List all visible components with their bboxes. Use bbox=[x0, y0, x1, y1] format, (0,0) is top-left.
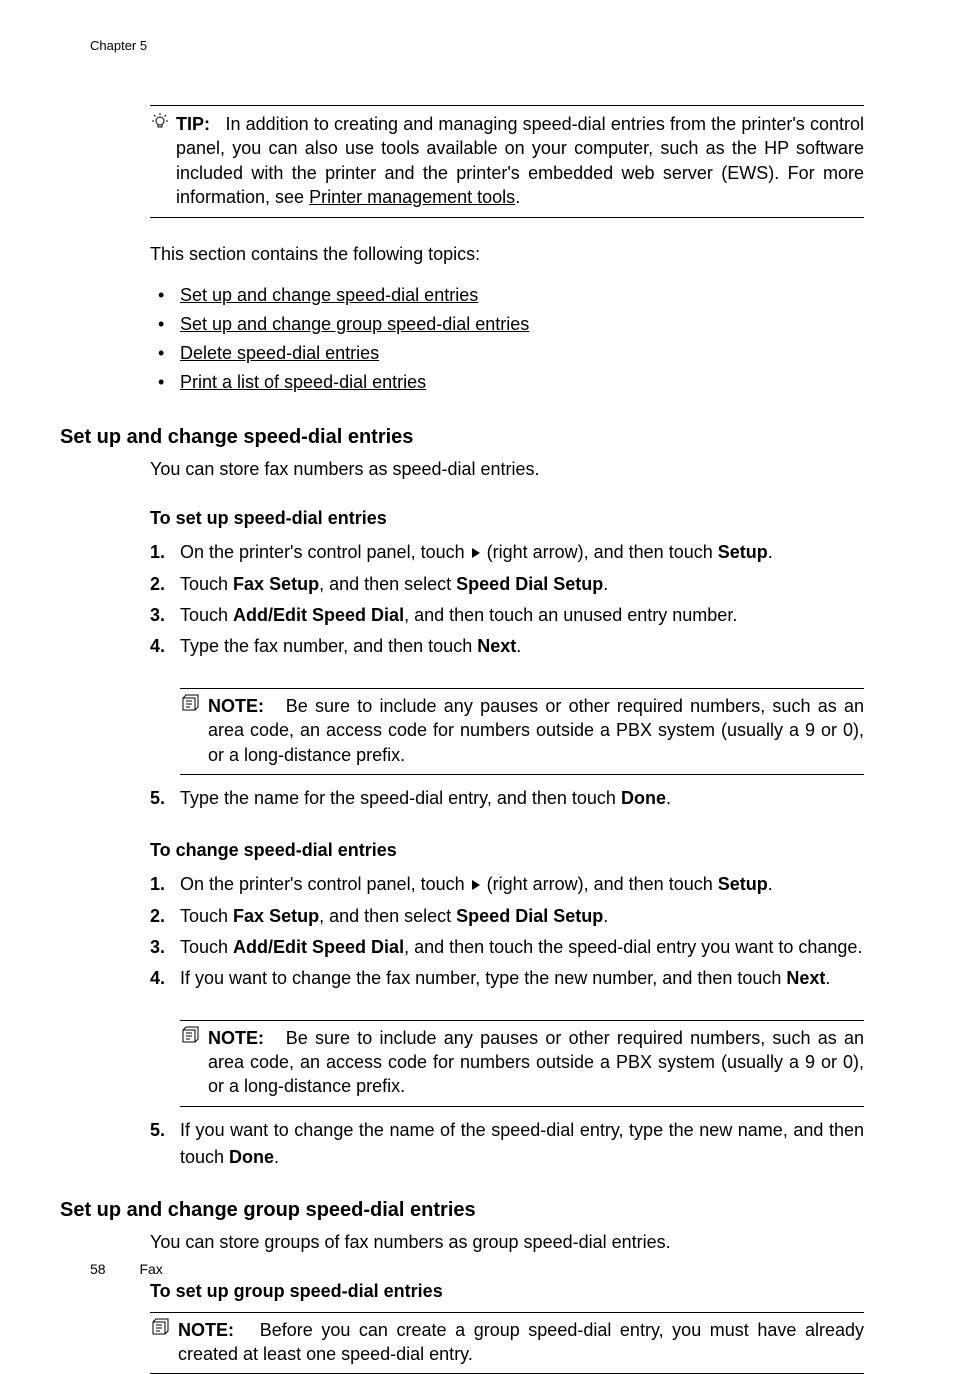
note-callout: NOTE: Be sure to include any pauses or o… bbox=[180, 688, 864, 775]
step-number: 3. bbox=[150, 934, 180, 961]
step-number: 5. bbox=[150, 785, 180, 812]
section2-intro: You can store groups of fax numbers as g… bbox=[150, 1232, 864, 1253]
step-number: 1. bbox=[150, 871, 180, 898]
link-topic-1[interactable]: Set up and change speed-dial entries bbox=[180, 285, 478, 305]
step-number: 5. bbox=[150, 1117, 180, 1144]
step-text: Type the fax number, and then touch Next… bbox=[180, 633, 864, 660]
step-text: Touch Add/Edit Speed Dial, and then touc… bbox=[180, 934, 864, 961]
step-number: 3. bbox=[150, 602, 180, 629]
step-text: Touch Fax Setup, and then select Speed D… bbox=[180, 571, 864, 598]
change-steps-list-cont: 5. If you want to change the name of the… bbox=[150, 1117, 864, 1171]
note-label: NOTE: bbox=[208, 696, 264, 716]
note-callout: NOTE: Be sure to include any pauses or o… bbox=[180, 1020, 864, 1107]
link-topic-2[interactable]: Set up and change group speed-dial entri… bbox=[180, 314, 529, 334]
change-steps-list: 1. On the printer's control panel, touch… bbox=[150, 871, 864, 992]
page-number: 58 bbox=[90, 1261, 106, 1277]
setup-steps-list: 1. On the printer's control panel, touch… bbox=[150, 539, 864, 660]
page-footer: 58 Fax bbox=[90, 1261, 163, 1277]
footer-section-name: Fax bbox=[139, 1261, 162, 1277]
heading-setup-change-speed-dial: Set up and change speed-dial entries bbox=[60, 426, 864, 449]
topics-list: Set up and change speed-dial entries Set… bbox=[150, 281, 864, 396]
tip-label: TIP: bbox=[176, 114, 210, 134]
heading-to-setup-speed-dial: To set up speed-dial entries bbox=[150, 508, 864, 529]
tip-callout: TIP: In addition to creating and managin… bbox=[150, 105, 864, 218]
tip-body-end: . bbox=[515, 187, 520, 207]
note-label: NOTE: bbox=[208, 1028, 264, 1048]
link-printer-management-tools[interactable]: Printer management tools bbox=[309, 187, 515, 207]
heading-to-change-speed-dial: To change speed-dial entries bbox=[150, 840, 864, 861]
step-text: On the printer's control panel, touch (r… bbox=[180, 539, 864, 567]
step-text: Touch Add/Edit Speed Dial, and then touc… bbox=[180, 602, 864, 629]
step-text: On the printer's control panel, touch (r… bbox=[180, 871, 864, 899]
right-arrow-icon bbox=[470, 872, 482, 899]
step-text: Type the name for the speed-dial entry, … bbox=[180, 785, 864, 812]
lightbulb-icon bbox=[150, 112, 170, 135]
note-body: Be sure to include any pauses or other r… bbox=[208, 696, 864, 765]
note-label: NOTE: bbox=[178, 1320, 234, 1340]
heading-setup-change-group-speed-dial: Set up and change group speed-dial entri… bbox=[60, 1199, 864, 1222]
step-text: Touch Fax Setup, and then select Speed D… bbox=[180, 903, 864, 930]
note-icon bbox=[150, 1318, 174, 1341]
link-topic-3[interactable]: Delete speed-dial entries bbox=[180, 343, 379, 363]
step-number: 2. bbox=[150, 903, 180, 930]
note-callout: NOTE: Before you can create a group spee… bbox=[150, 1312, 864, 1374]
section1-intro: You can store fax numbers as speed-dial … bbox=[150, 459, 864, 480]
step-number: 1. bbox=[150, 539, 180, 566]
note-body: Before you can create a group speed-dial… bbox=[178, 1320, 864, 1364]
heading-to-setup-group-speed-dial: To set up group speed-dial entries bbox=[150, 1281, 864, 1302]
step-text: If you want to change the fax number, ty… bbox=[180, 965, 864, 992]
step-number: 4. bbox=[150, 633, 180, 660]
right-arrow-icon bbox=[470, 540, 482, 567]
note-icon bbox=[180, 694, 204, 717]
note-icon bbox=[180, 1026, 204, 1049]
step-number: 2. bbox=[150, 571, 180, 598]
topics-intro: This section contains the following topi… bbox=[150, 244, 864, 265]
note-body: Be sure to include any pauses or other r… bbox=[208, 1028, 864, 1097]
step-number: 4. bbox=[150, 965, 180, 992]
chapter-label: Chapter 5 bbox=[90, 38, 864, 53]
link-topic-4[interactable]: Print a list of speed-dial entries bbox=[180, 372, 426, 392]
setup-steps-list-cont: 5. Type the name for the speed-dial entr… bbox=[150, 785, 864, 812]
step-text: If you want to change the name of the sp… bbox=[180, 1117, 864, 1171]
